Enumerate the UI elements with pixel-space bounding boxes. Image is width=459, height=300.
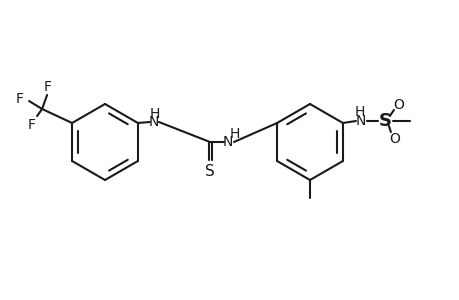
- Text: O: O: [389, 132, 399, 146]
- Text: H: H: [230, 127, 240, 141]
- Text: N: N: [148, 115, 159, 129]
- Text: S: S: [205, 164, 214, 178]
- Text: F: F: [44, 80, 52, 94]
- Text: N: N: [222, 135, 233, 149]
- Text: S: S: [378, 112, 391, 130]
- Text: N: N: [355, 114, 365, 128]
- Text: F: F: [28, 118, 36, 132]
- Text: F: F: [16, 92, 24, 106]
- Text: H: H: [354, 105, 364, 119]
- Text: H: H: [149, 107, 160, 121]
- Text: O: O: [392, 98, 403, 112]
